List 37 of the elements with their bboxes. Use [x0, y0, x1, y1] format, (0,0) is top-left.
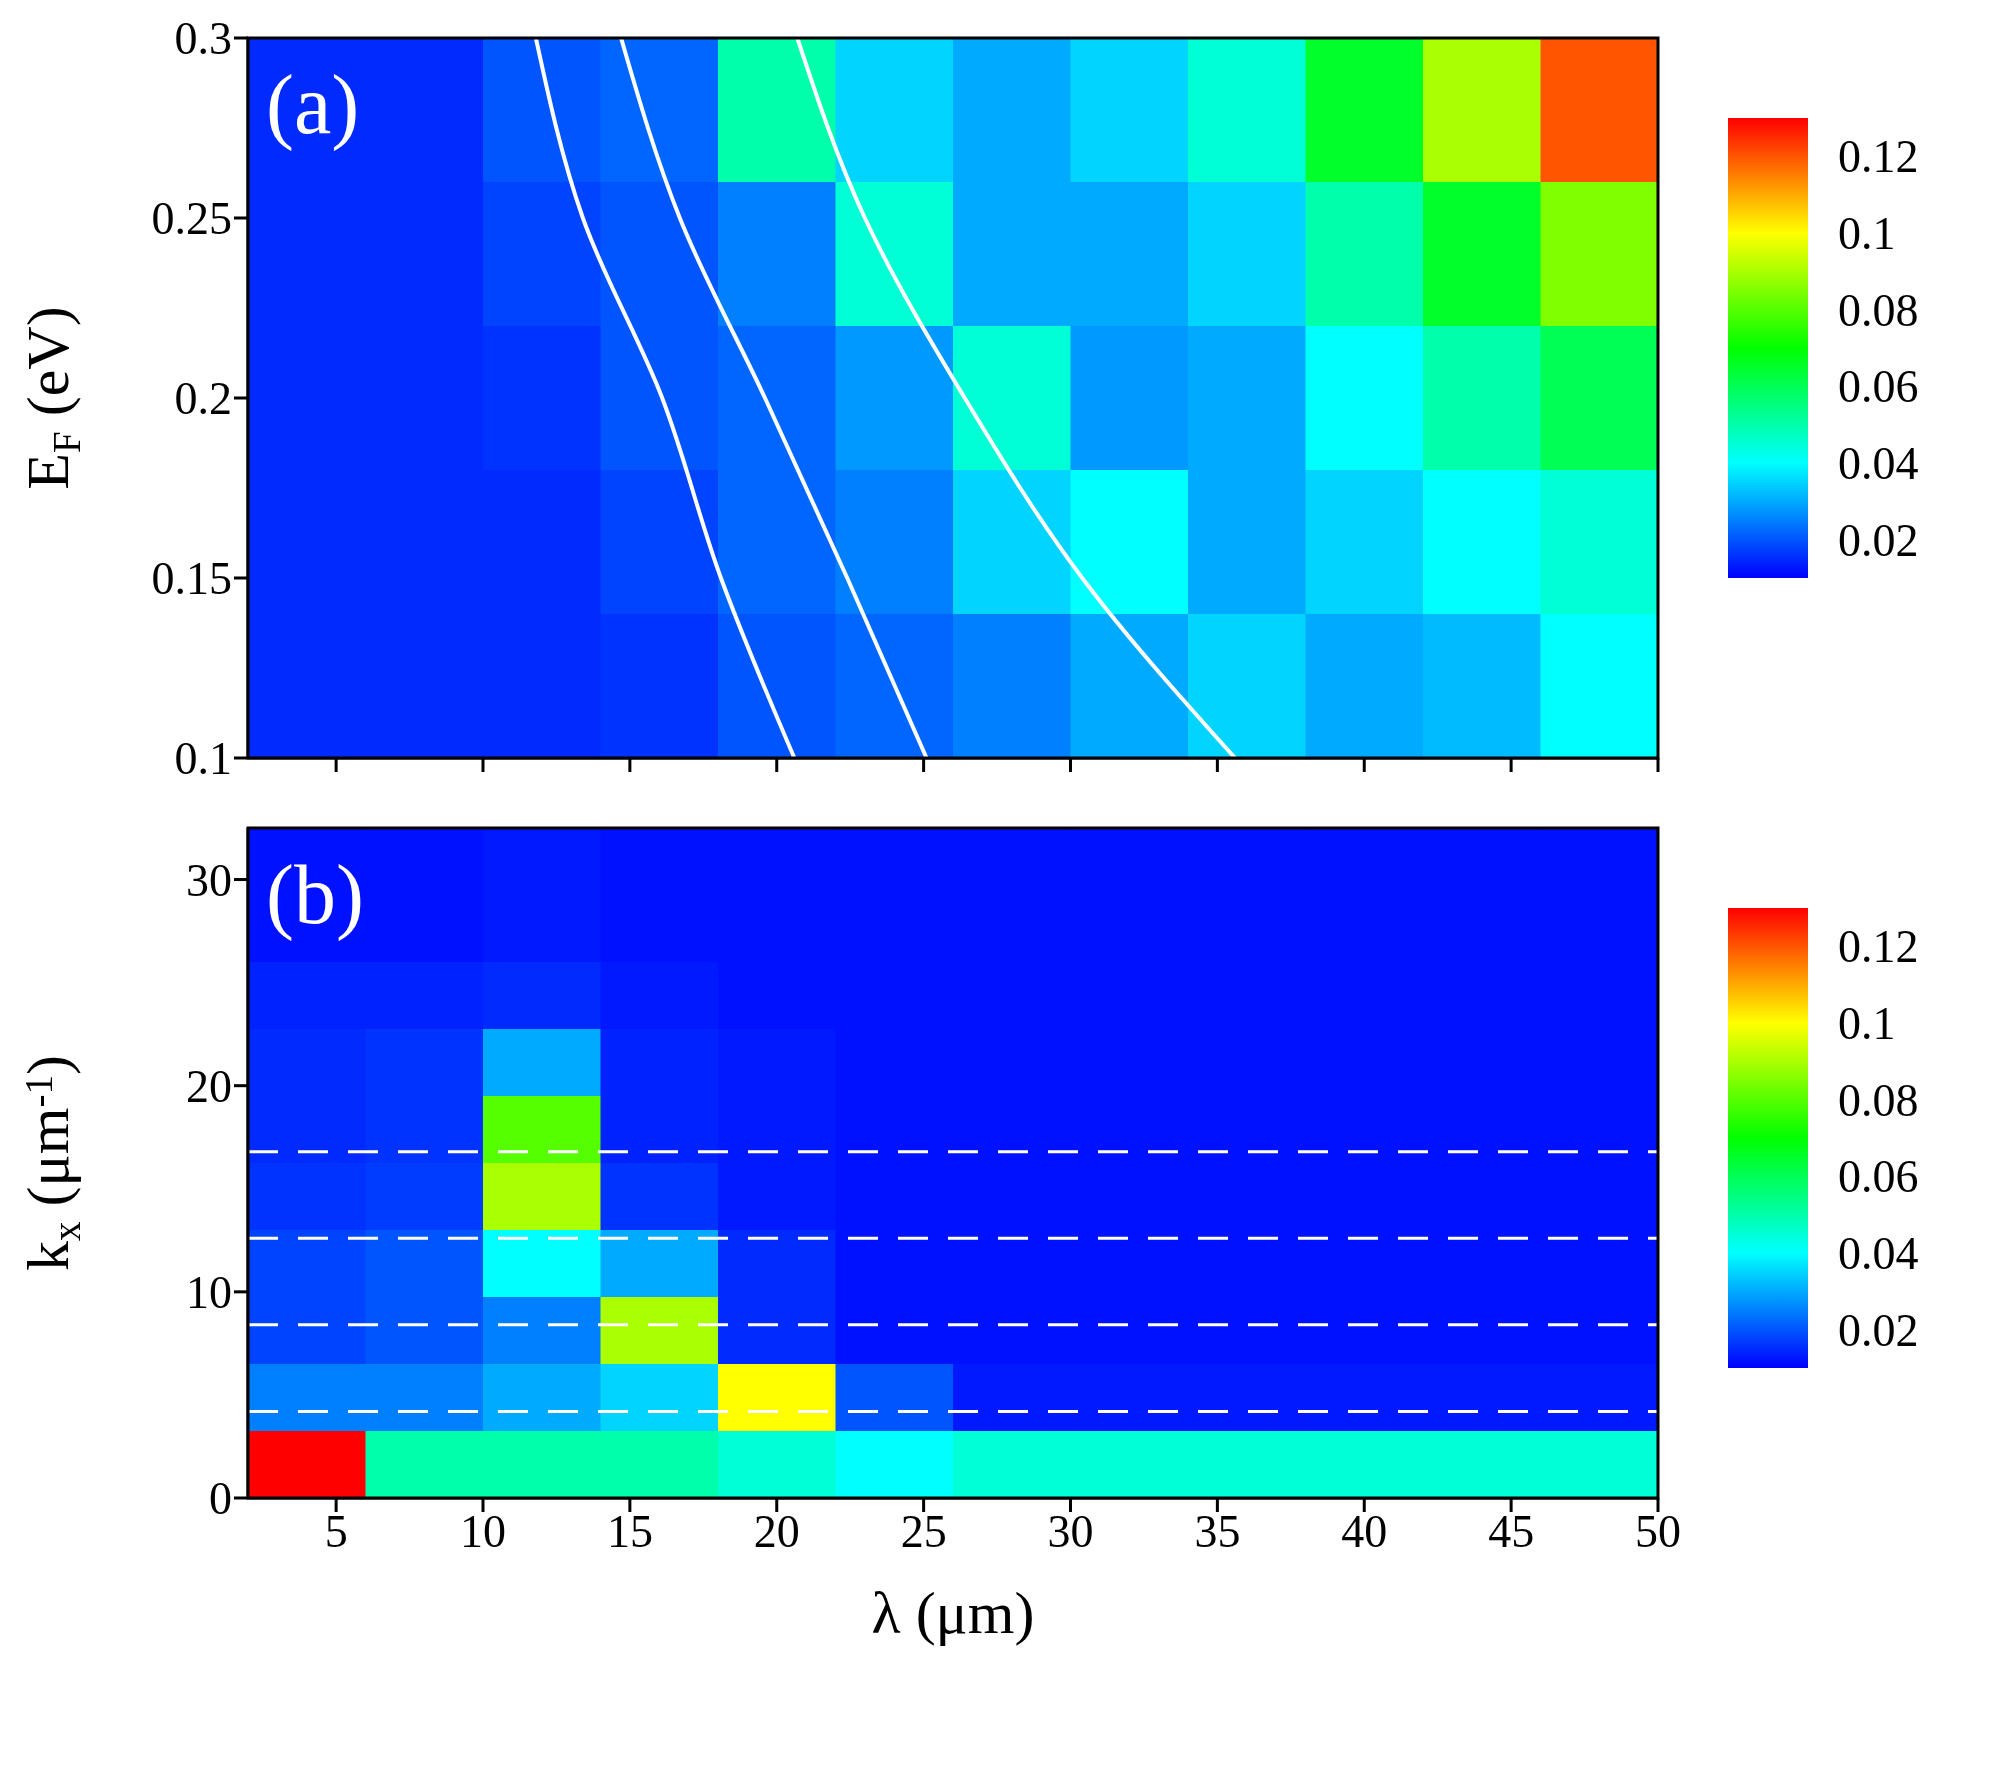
annotation: (a) — [266, 58, 360, 152]
color-bar-label: 0.08 — [1838, 1074, 1919, 1126]
x-tick-label: 30 — [1047, 1505, 1094, 1557]
color-bar-label: 0.02 — [1838, 1304, 1919, 1356]
color-bar-label: 0.12 — [1838, 921, 1919, 973]
x-tick-label: 15 — [606, 1505, 653, 1557]
color-bar-label: 0.06 — [1838, 1151, 1919, 1203]
x-tick-label: 5 — [324, 1505, 348, 1557]
x-tick-label: 35 — [1194, 1505, 1241, 1557]
y-tick-label: 0.3 — [174, 13, 232, 65]
color-bar-label: 0.02 — [1838, 514, 1919, 566]
x-tick-label: 40 — [1341, 1505, 1388, 1557]
y-tick-label: 10 — [186, 1267, 232, 1319]
color-bar-label: 0.04 — [1838, 1228, 1919, 1279]
color-bar-label: 0.12 — [1838, 131, 1919, 183]
x-tick-label: 50 — [1635, 1505, 1681, 1557]
color-bar-label: 0.1 — [1838, 208, 1896, 259]
y-tick-label: 0.2 — [174, 373, 232, 425]
color-bar-label: 0.04 — [1838, 438, 1919, 489]
x-tick-label: 20 — [753, 1505, 800, 1557]
y-tick-label: 0.25 — [151, 193, 232, 245]
line-series — [533, 38, 797, 758]
x-tick-label: 25 — [900, 1505, 947, 1557]
annotation: (b) — [266, 848, 364, 942]
x-axis-title: λ (μm) — [871, 1580, 1035, 1646]
y-tick-label: 20 — [186, 1061, 232, 1113]
color-bar-label: 0.08 — [1838, 284, 1919, 336]
x-tick-label: 10 — [460, 1505, 506, 1557]
line-series — [619, 38, 929, 758]
x-tick-label: 45 — [1488, 1505, 1535, 1557]
y-tick-label: 30 — [186, 854, 232, 906]
y-tick-label: 0 — [209, 1473, 232, 1525]
line-series — [795, 38, 1237, 758]
color-bar-label: 0.06 — [1838, 361, 1919, 413]
color-bar-label: 0.1 — [1838, 998, 1896, 1049]
y-tick-label: 0.1 — [174, 733, 232, 785]
y-tick-label: 0.15 — [151, 553, 232, 605]
